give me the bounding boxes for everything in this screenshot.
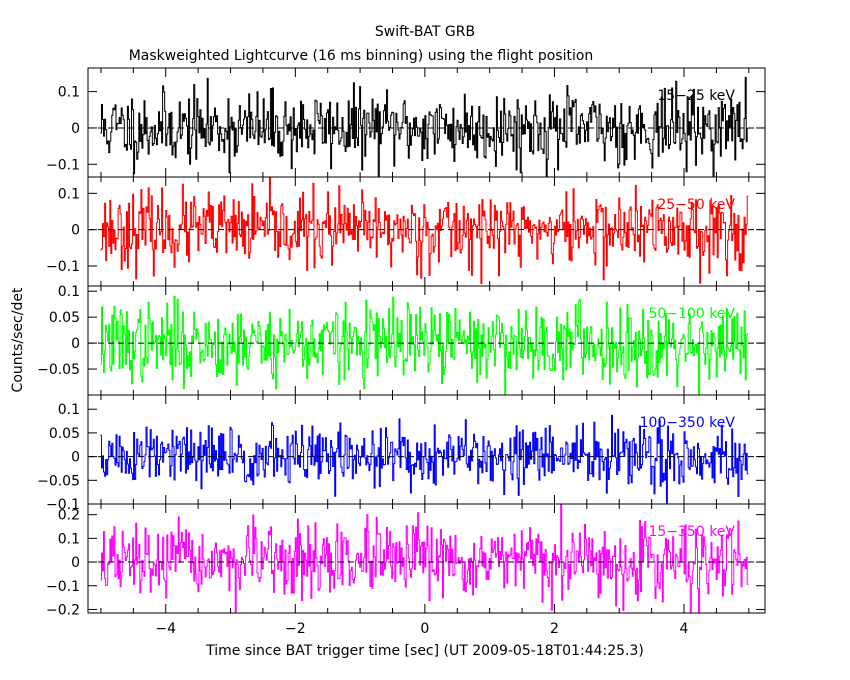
- band-label: 50−100 keV: [648, 306, 735, 322]
- band-label: 15−350 keV: [648, 524, 735, 540]
- x-tick-label: −4: [155, 621, 176, 637]
- y-tick-label: −0.05: [37, 362, 80, 378]
- y-tick-label: −0.1: [46, 497, 80, 513]
- y-tick-label: −0.1: [46, 579, 80, 595]
- x-tick-label: 0: [420, 621, 429, 637]
- y-tick-label: 0: [71, 450, 80, 466]
- panel-3: −0.05 0 0.05 0.1 50−100 keV: [37, 284, 766, 396]
- y-tick-label: 0.1: [58, 186, 80, 202]
- panel-frame: [87, 503, 766, 614]
- y-tick-label: 0: [71, 121, 80, 137]
- band-label: 15−25 keV: [657, 88, 735, 104]
- y-tick-label: −0.1: [46, 259, 80, 275]
- y-tick-label: 0.1: [58, 284, 80, 300]
- y-tick-label: 0.05: [49, 310, 80, 326]
- x-tick-label: 4: [680, 621, 689, 637]
- y-axis-label: Counts/sec/det: [10, 287, 26, 392]
- band-label: 25−50 keV: [657, 197, 735, 213]
- lightcurve-series-3: [100, 296, 749, 396]
- y-tick-label: 0.1: [58, 402, 80, 418]
- x-axis-label: Time since BAT trigger time [sec] (UT 20…: [205, 643, 644, 659]
- panel-frame: [87, 394, 766, 505]
- y-tick-label: −0.05: [37, 473, 80, 489]
- chart-title: Swift-BAT GRB: [375, 24, 475, 40]
- panels: −0.1 0 0.1 15−25 keV −0.1 0 0.1 25−50 keV −0.05 0…: [37, 67, 766, 637]
- x-tick-label: 2: [550, 621, 559, 637]
- x-tick-label: −2: [285, 621, 306, 637]
- y-tick-label: 0: [71, 336, 80, 352]
- y-tick-label: 0.1: [58, 85, 80, 101]
- chart-subtitle: Maskweighted Lightcurve (16 ms binning) …: [129, 48, 594, 64]
- band-label: 100−350 keV: [640, 415, 736, 431]
- y-tick-label: −0.1: [46, 157, 80, 173]
- y-tick-label: 0: [71, 555, 80, 571]
- lightcurve-series-4: [100, 414, 749, 505]
- lightcurve-series-1: [100, 76, 749, 178]
- lightcurve-series-2: [100, 176, 749, 284]
- y-tick-label: 0.05: [49, 426, 80, 442]
- panel-4: −0.1 −0.05 0 0.05 0.1 100−350 keV: [37, 394, 766, 513]
- y-tick-label: 0.2: [58, 508, 80, 524]
- y-tick-label: −0.2: [46, 602, 80, 618]
- lightcurve-series-5: [100, 503, 749, 614]
- panel-2: −0.1 0 0.1 25−50 keV: [46, 176, 766, 287]
- y-tick-label: 0: [71, 223, 80, 239]
- panel-5: −0.2 −0.1 0 0.1 0.2 15−350 keV: [46, 503, 766, 618]
- y-tick-label: 0.1: [58, 531, 80, 547]
- panel-1: −0.1 0 0.1 15−25 keV: [46, 67, 766, 178]
